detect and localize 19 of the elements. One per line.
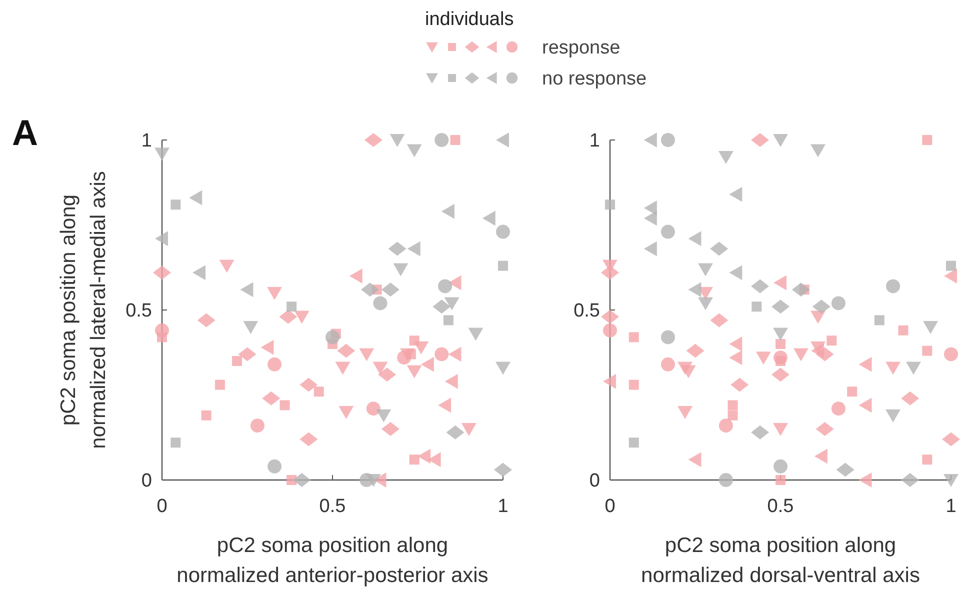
text: A: [12, 112, 38, 153]
y-axis-title: pC2 soma position along normalized lateral-medial axis: [57, 171, 110, 449]
x-tick-label: 0: [156, 496, 168, 517]
x-axis-title: pC2 soma position along normalized anterior-posterior axis: [176, 534, 488, 587]
y-tick-label: 0.5: [126, 300, 152, 322]
y-tick-label: 1: [589, 130, 600, 152]
x-tick-label: 0.5: [319, 496, 346, 517]
legend-title: individuals: [425, 9, 514, 30]
x-tick-label: 0: [604, 496, 616, 517]
y-tick-label: 0: [589, 470, 600, 492]
y-tick-label: 0.5: [574, 300, 600, 322]
legend-label: response: [542, 38, 620, 59]
x-axis-title: pC2 soma position along normalized dorsal-ventral axis: [641, 534, 920, 587]
y-tick-label: 0: [141, 470, 152, 492]
y-tick-label: 1: [141, 130, 152, 152]
x-tick-label: 1: [498, 496, 508, 517]
legend-label: no response: [542, 68, 647, 90]
x-tick-label: 1: [946, 496, 956, 517]
x-tick-label: 0.5: [767, 496, 794, 517]
